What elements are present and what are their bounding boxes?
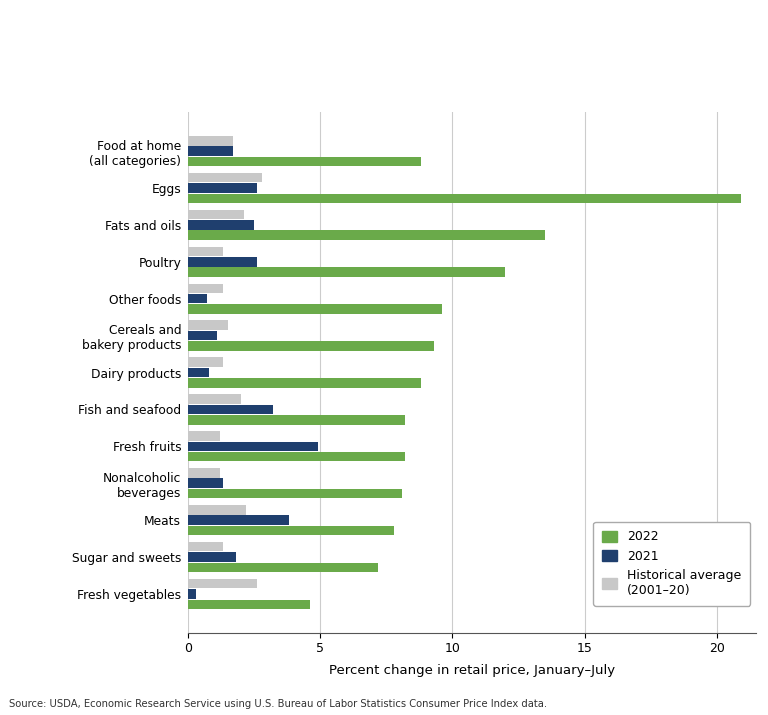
- Bar: [188, 294, 207, 303]
- Bar: [188, 505, 247, 515]
- Bar: [188, 478, 223, 488]
- Bar: [188, 378, 421, 388]
- Bar: [188, 257, 257, 267]
- Bar: [188, 341, 434, 351]
- Bar: [188, 552, 236, 562]
- Bar: [188, 147, 233, 156]
- Text: Inflation for major U.S. food categories,: Inflation for major U.S. food categories…: [12, 7, 415, 25]
- Bar: [188, 320, 228, 330]
- Text: Source: USDA, Economic Research Service using U.S. Bureau of Labor Statistics Co: Source: USDA, Economic Research Service …: [9, 699, 548, 709]
- Bar: [188, 589, 196, 598]
- Bar: [188, 183, 257, 193]
- Bar: [188, 220, 254, 230]
- Bar: [188, 516, 289, 525]
- Bar: [188, 247, 223, 256]
- Bar: [188, 526, 394, 536]
- Text: U.S. DEPARTMENT OF AGRICULTURE: U.S. DEPARTMENT OF AGRICULTURE: [511, 48, 666, 57]
- Bar: [188, 405, 273, 414]
- Bar: [188, 331, 217, 340]
- Bar: [188, 305, 442, 314]
- Bar: [188, 394, 241, 404]
- Bar: [188, 284, 223, 293]
- Bar: [188, 489, 402, 498]
- Bar: [188, 563, 379, 572]
- Bar: [188, 194, 740, 203]
- Text: USDA: USDA: [457, 11, 531, 34]
- Text: Economic Research Service: Economic Research Service: [511, 11, 716, 24]
- Bar: [188, 452, 405, 461]
- Bar: [188, 136, 233, 146]
- X-axis label: Percent change in retail price, January–July: Percent change in retail price, January–…: [329, 664, 615, 677]
- Text: January to July 2021 and 2022: January to July 2021 and 2022: [12, 44, 316, 61]
- Bar: [188, 442, 318, 451]
- Bar: [188, 468, 220, 478]
- Bar: [188, 542, 223, 551]
- Bar: [188, 358, 223, 367]
- Bar: [188, 157, 421, 166]
- Bar: [188, 173, 262, 182]
- Bar: [188, 230, 545, 240]
- Bar: [188, 368, 210, 378]
- Bar: [188, 267, 505, 277]
- Bar: [188, 579, 257, 588]
- Bar: [188, 415, 405, 425]
- Bar: [188, 431, 220, 440]
- Legend: 2022, 2021, Historical average
(2001–20): 2022, 2021, Historical average (2001–20): [594, 522, 750, 606]
- Bar: [188, 209, 243, 220]
- Bar: [188, 599, 310, 609]
